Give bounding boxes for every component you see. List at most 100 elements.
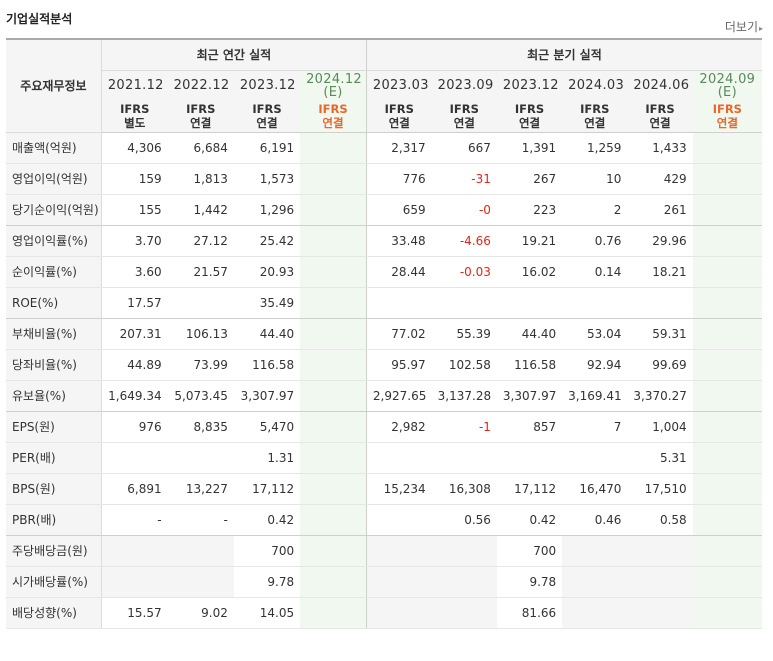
value-cell xyxy=(627,535,693,567)
row-label: 부채비율(%) xyxy=(6,318,102,350)
value-cell: 102.58 xyxy=(431,349,497,381)
period-header-quarter: 2024.09 (E) xyxy=(692,70,762,101)
period-header-annual: 2024.12 (E) xyxy=(300,70,367,101)
table-row: BPS(원) 6,891 13,227 17,112 15,234 16,308 17,11… xyxy=(6,473,762,505)
value-cell: 0.46 xyxy=(562,504,628,536)
value-cell xyxy=(365,566,432,598)
value-cell: 2,317 xyxy=(365,132,432,164)
standard-label: IFRS xyxy=(318,102,348,117)
value-cell xyxy=(300,287,367,319)
value-cell: 1,649.34 xyxy=(101,380,168,412)
value-cell xyxy=(300,566,367,598)
period-header-quarter: 2023.09 xyxy=(431,70,497,101)
value-cell: 6,191 xyxy=(233,132,301,164)
value-cell: 116.58 xyxy=(496,349,563,381)
value-cell xyxy=(692,163,762,195)
period-header-quarter: 2023.12 xyxy=(496,70,563,101)
value-cell xyxy=(431,535,497,567)
value-cell: - xyxy=(167,504,234,536)
value-cell: 429 xyxy=(627,163,693,195)
table-row: 배당성향(%) 15.57 9.02 14.05 81.66 xyxy=(6,597,762,629)
value-cell xyxy=(692,566,762,598)
period-label: 2022.12 xyxy=(173,78,230,94)
period-label: 2023.12 xyxy=(502,78,559,94)
value-cell: 20.93 xyxy=(233,256,301,288)
period-label: 2023.09 xyxy=(437,78,494,94)
value-cell xyxy=(562,566,628,598)
value-cell: 1,259 xyxy=(562,132,628,164)
table-row: ROE(%) 17.57 35.49 xyxy=(6,287,762,319)
value-cell: 659 xyxy=(365,194,432,226)
accounting-standard-quarter: IFRS 연결 xyxy=(431,101,497,133)
value-cell: 19.21 xyxy=(496,225,563,257)
value-cell: -0 xyxy=(431,194,497,226)
value-cell xyxy=(627,597,693,629)
value-cell: 1,296 xyxy=(233,194,301,226)
value-cell xyxy=(692,535,762,567)
period-label: 2023.12 xyxy=(239,78,296,94)
row-label: PER(배) xyxy=(6,442,102,474)
row-label: 영업이익률(%) xyxy=(6,225,102,257)
more-link[interactable]: 더보기▸ xyxy=(725,18,763,35)
value-cell xyxy=(692,349,762,381)
table-row: 유보율(%) 1,649.34 5,073.45 3,307.97 2,927.65 3,… xyxy=(6,380,762,412)
financial-summary-table: 주요재무정보 최근 연간 실적 최근 분기 실적 2021.12 2022.12 2… xyxy=(6,38,762,629)
estimate-marker: (E) xyxy=(717,84,737,100)
value-cell: 6,684 xyxy=(167,132,234,164)
consolidation-label: 연결 xyxy=(256,116,278,131)
value-cell: 15,234 xyxy=(365,473,432,505)
section-title: 기업실적분석 xyxy=(6,12,73,26)
period-label: 2023.03 xyxy=(372,78,429,94)
value-cell: 0.76 xyxy=(562,225,628,257)
value-cell: 16.02 xyxy=(496,256,563,288)
standard-label: IFRS xyxy=(712,102,742,117)
value-cell xyxy=(692,194,762,226)
value-cell xyxy=(692,256,762,288)
value-cell: 44.89 xyxy=(101,349,168,381)
period-header-annual: 2021.12 xyxy=(101,70,168,101)
value-cell xyxy=(627,287,693,319)
value-cell: 0.56 xyxy=(431,504,497,536)
period-label: 2024.06 xyxy=(633,78,690,94)
value-cell: 776 xyxy=(365,163,432,195)
value-cell: 10 xyxy=(562,163,628,195)
table-row: PER(배) 1.31 5.31 xyxy=(6,442,762,474)
value-cell: 21.57 xyxy=(167,256,234,288)
value-cell xyxy=(365,535,432,567)
value-cell: 1,004 xyxy=(627,411,693,443)
row-label: EPS(원) xyxy=(6,411,102,443)
value-cell: 5,073.45 xyxy=(167,380,234,412)
value-cell: 16,470 xyxy=(562,473,628,505)
value-cell xyxy=(431,566,497,598)
value-cell: 73.99 xyxy=(167,349,234,381)
standard-label: IFRS xyxy=(645,102,675,117)
row-label: 주당배당금(원) xyxy=(6,535,102,567)
value-cell: 81.66 xyxy=(496,597,563,629)
value-cell: 1,391 xyxy=(496,132,563,164)
row-label: PBR(배) xyxy=(6,504,102,536)
table-row: 시가배당률(%) 9.78 9.78 xyxy=(6,566,762,598)
value-cell xyxy=(300,256,367,288)
value-cell xyxy=(300,225,367,257)
accounting-standard-quarter: IFRS 연결 xyxy=(365,101,432,133)
value-cell: 27.12 xyxy=(167,225,234,257)
standard-label: IFRS xyxy=(449,102,479,117)
value-cell: 9.78 xyxy=(233,566,301,598)
value-cell xyxy=(365,597,432,629)
value-cell xyxy=(300,442,367,474)
accounting-standard-annual: IFRS 연결 xyxy=(233,101,301,133)
value-cell xyxy=(300,380,367,412)
accounting-standard-quarter: IFRS 연결 xyxy=(627,101,693,133)
value-cell: 116.58 xyxy=(233,349,301,381)
value-cell: 17,112 xyxy=(233,473,301,505)
period-label: 2024.03 xyxy=(568,78,625,94)
standard-label: IFRS xyxy=(580,102,610,117)
standard-label: IFRS xyxy=(514,102,545,117)
value-cell xyxy=(692,597,762,629)
value-cell: 159 xyxy=(101,163,168,195)
value-cell: 4,306 xyxy=(101,132,168,164)
value-cell xyxy=(300,597,367,629)
value-cell xyxy=(365,287,432,319)
value-cell xyxy=(692,287,762,319)
value-cell xyxy=(167,442,234,474)
